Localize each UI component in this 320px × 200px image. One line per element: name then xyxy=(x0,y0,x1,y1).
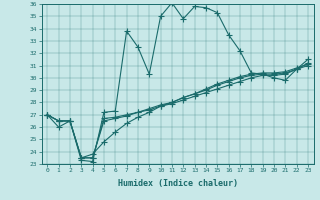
X-axis label: Humidex (Indice chaleur): Humidex (Indice chaleur) xyxy=(118,179,237,188)
